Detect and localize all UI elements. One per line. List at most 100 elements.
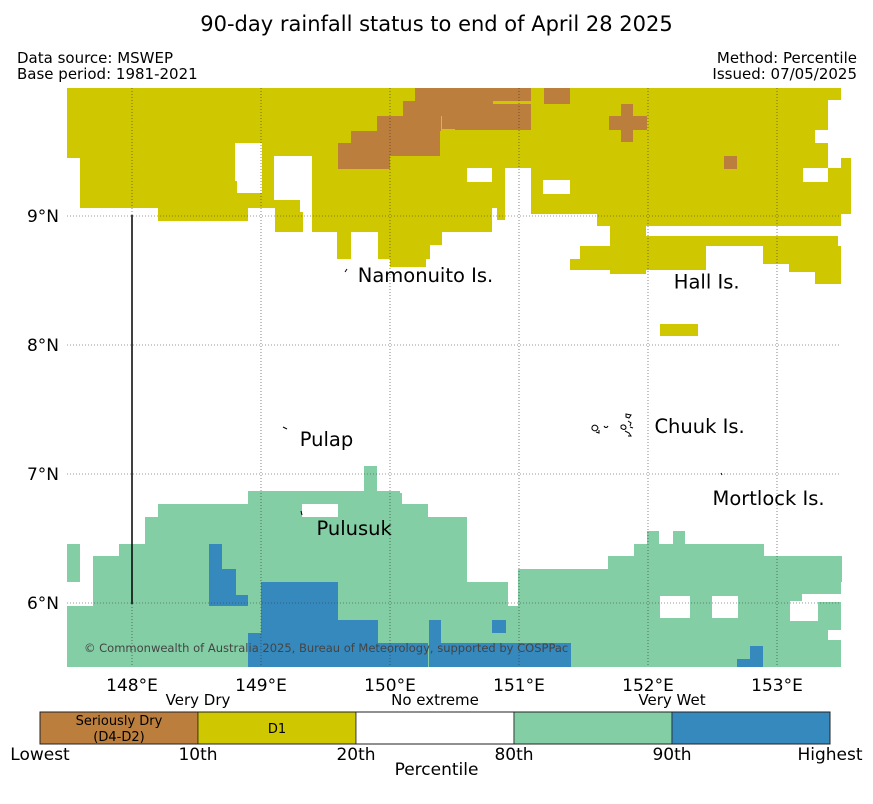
longitude-label: 150°E [364,676,416,696]
drought-d1-cell [646,236,838,246]
graticule: 148°E 149°E 150°E 151°E 152°E 153°E 9°N 8°N 7°N 6… [27,88,841,696]
highest-cell [750,646,763,667]
no-extreme-cell [300,200,312,212]
no-extreme-cell [802,594,842,602]
place-label: Pulap [300,428,354,451]
drought-d1-cell [275,208,303,232]
drought-d1-cell [80,158,237,193]
no-extreme-cell [467,168,492,182]
pulusuk-island [300,510,303,516]
no-extreme-cell [803,168,828,182]
legend-bin [355,711,515,745]
very-wet-cell [158,504,428,517]
no-extreme-cell [505,168,531,222]
very-wet-cell [364,466,377,491]
method-info: Method: Percentile Issued: 07/05/2025 [712,50,857,82]
seriously-dry-cell [338,143,390,169]
very-wet-cell [145,517,467,544]
very-wet-cell [93,556,133,582]
base-period: Base period: 1981-2021 [17,65,198,83]
drought-d1-cell [337,232,351,259]
highest-cell [248,633,261,667]
very-wet-cell [647,531,659,544]
no-extreme-cell [543,180,570,194]
seriously-dry-cell [351,131,377,143]
no-extreme-cell [302,504,338,517]
place-label: Chuuk Is. [654,415,744,438]
no-extreme-cell [828,100,841,168]
drought-d1-cell [789,264,841,272]
copyright-notice: © Commonwealth of Australia 2025, Bureau… [84,641,568,655]
legend-bin [513,711,673,745]
seriously-dry-cell [415,88,467,101]
latitude-label: 8°N [27,336,59,356]
data-source-info: Data source: MSWEP Base period: 1981-202… [17,50,198,82]
drought-d1-cell [158,208,248,221]
highest-cell [429,620,441,667]
seriously-dry-cell [377,116,441,131]
place-label: Mortlock Is. [713,487,825,510]
pulap-island [282,426,288,430]
place-label: Pulusuk [316,517,392,540]
place-label: Hall Is. [674,271,740,294]
no-extreme-cell [351,245,378,259]
very-wet-cell [518,569,608,582]
issued-date: Issued: 07/05/2025 [712,65,857,83]
drought-d1-cell [660,324,698,336]
map-title: 90-day rainfall status to end of April 2… [200,12,673,36]
legend-border [39,711,831,745]
latitude-label: 9°N [27,207,59,227]
drought-d1-cell [312,208,492,232]
no-extreme-cell [274,156,312,200]
legend-boundary-label: Highest [797,745,863,765]
no-extreme-cell [430,245,580,259]
seriously-dry-cell [442,116,455,129]
longitude-label: 151°E [493,676,545,696]
no-extreme-cell [660,596,690,618]
legend-bin [39,711,199,745]
drought-d1-cell [390,259,426,267]
legend-axis-label: Percentile [394,760,479,780]
longitude-label: 152°E [622,676,674,696]
longitude-label: 148°E [106,676,158,696]
drought-d1-cell [531,158,851,214]
very-wet-cell [67,544,80,582]
legend-heading: Very Dry [165,691,231,709]
island-outlines [282,268,723,516]
drought-d1-cell [570,246,706,270]
rainfall-grid [67,88,851,667]
no-extreme-cell [712,596,738,618]
no-extreme-cell [585,214,597,244]
legend-bin [671,711,831,745]
place-label: Namonuito Is. [358,264,493,287]
highest-cell [236,595,248,606]
data-source: Data source: MSWEP [17,49,174,67]
method: Method: Percentile [716,49,857,67]
highest-cell [338,620,378,667]
very-wet-cell [119,544,467,582]
legend-bin-label: Seriously Dry (D4-D2) [76,714,163,745]
very-wet-cell [608,556,842,582]
latitude-label: 7°N [27,465,59,485]
no-extreme-cell [467,544,507,582]
very-wet-cell [673,531,685,544]
legend-bin-label: D1 [268,722,286,737]
highest-cell [378,643,428,667]
no-extreme-cell [248,143,262,157]
highest-cell [222,569,236,606]
legend-boundary-label: 80th [494,745,534,765]
namonuito-island [344,268,348,273]
legend-bin [197,711,357,745]
very-wet-cell [634,544,764,556]
highest-cell [492,620,506,633]
legend-heading: Very Wet [638,691,706,709]
mortlock-island [720,472,723,476]
no-extreme-cell [828,630,842,640]
very-wet-cell [248,491,402,504]
longitude-label: 153°E [751,676,803,696]
legend-colorbar: Seriously Dry (D4-D2) D1 [39,711,831,745]
drought-d1-cell [80,193,275,208]
no-extreme-cell [790,601,818,621]
drought-d1-cell [815,272,841,284]
drought-d1-cell [596,214,841,226]
